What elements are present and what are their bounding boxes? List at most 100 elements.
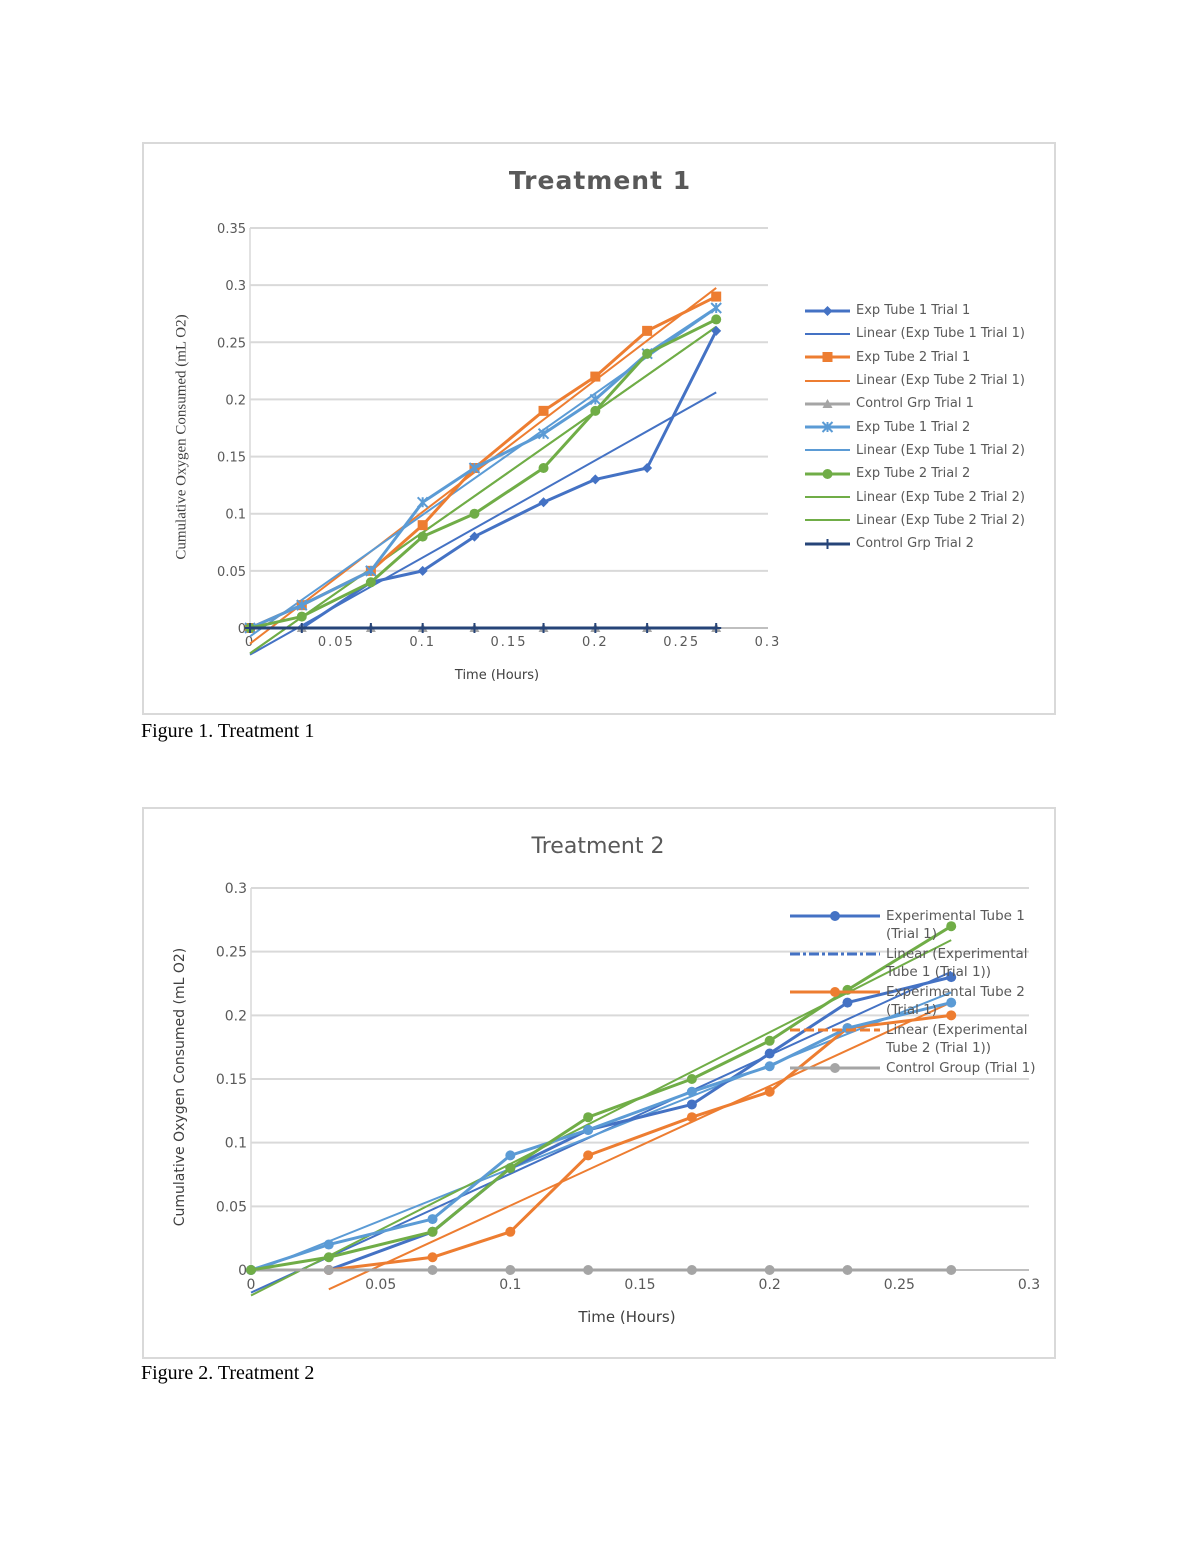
- series-5: [246, 921, 957, 1275]
- legend-swatch: [805, 332, 850, 335]
- x-tick-label: 0.05: [318, 635, 355, 650]
- data-point: [323, 1239, 334, 1250]
- data-point: [416, 496, 429, 508]
- data-point: [417, 623, 428, 633]
- data-point: [946, 921, 957, 932]
- series-6: [245, 623, 722, 633]
- legend-label: Exp Tube 1 Trial 2: [856, 419, 971, 435]
- chart-1-x-axis-label: Time (Hours): [454, 668, 540, 683]
- data-point: [589, 393, 602, 406]
- chart-treatment-1: [142, 142, 1056, 715]
- data-point: [642, 325, 653, 336]
- data-point: [505, 1265, 516, 1275]
- legend-item: Exp Tube 2 Trial 1: [805, 346, 1025, 369]
- y-tick-label: 0.15: [216, 1072, 247, 1088]
- data-point: [296, 623, 307, 633]
- y-tick-label: 0: [238, 622, 246, 637]
- x-tick-label: 0.1: [499, 1277, 521, 1293]
- legend-item: Linear (Experimental Tube 1 (Trial 1)): [790, 945, 1036, 981]
- legend-label: Exp Tube 2 Trial 1: [856, 349, 971, 365]
- legend-item: Linear (Exp Tube 1 Trial 1): [805, 322, 1025, 345]
- trendline: [249, 326, 717, 655]
- data-point: [711, 291, 722, 302]
- series-4: [246, 997, 957, 1275]
- legend-marker-icon: [821, 421, 834, 433]
- chart-1-title: Treatment 1: [508, 166, 692, 195]
- data-point: [246, 1265, 256, 1275]
- x-tick-label: 0: [245, 635, 255, 650]
- legend-marker-icon: [822, 398, 833, 408]
- data-point: [764, 1086, 775, 1097]
- data-point: [946, 972, 957, 983]
- legend-item: Exp Tube 2 Trial 2: [805, 462, 1025, 485]
- legend-swatch: [805, 398, 850, 408]
- trendline: [249, 287, 717, 645]
- data-point: [427, 1252, 438, 1263]
- chart-2-legend: Experimental Tube 1 (Trial 1) Linear (Exp…: [790, 907, 1036, 1079]
- legend-swatch: [805, 421, 850, 433]
- data-point: [642, 623, 653, 633]
- legend-item: Exp Tube 1 Trial 1: [805, 299, 1025, 322]
- legend-swatch: [805, 519, 850, 522]
- data-point: [323, 1252, 334, 1263]
- series-5: [245, 314, 722, 633]
- data-point: [642, 463, 653, 473]
- chart-2-x-axis-label: Time (Hours): [578, 1308, 676, 1326]
- legend-item: Linear (Exp Tube 1 Trial 2): [805, 439, 1025, 462]
- x-tick-label: 0.25: [884, 1277, 915, 1293]
- data-point: [296, 611, 307, 622]
- data-point: [537, 428, 550, 440]
- data-point: [583, 1124, 594, 1135]
- legend-label: Control Grp Trial 2: [856, 536, 974, 552]
- data-point: [417, 520, 428, 531]
- data-point: [538, 405, 549, 416]
- data-point: [686, 1112, 697, 1123]
- data-point: [365, 623, 376, 633]
- series-line: [328, 1013, 952, 1272]
- legend-label: Experimental Tube 1 (Trial 1): [886, 908, 1025, 942]
- x-tick-label: 0.15: [491, 635, 528, 650]
- legend-swatch: [790, 952, 880, 956]
- data-point: [842, 997, 853, 1008]
- y-tick-label: 0.25: [217, 336, 246, 351]
- legend-marker-icon: [830, 1063, 840, 1073]
- legend-swatch: [790, 911, 880, 921]
- legend-marker-icon: [822, 538, 833, 549]
- legend-item: Control Grp Trial 1: [805, 392, 1025, 415]
- legend-label: Linear (Exp Tube 2 Trial 2): [856, 512, 1025, 528]
- data-point: [711, 623, 722, 633]
- legend-label: Experimental Tube 2 (Trial 1): [886, 984, 1025, 1018]
- y-tick-label: 0.3: [225, 881, 247, 897]
- data-point: [842, 1265, 853, 1275]
- trendline: [328, 1001, 952, 1291]
- data-point: [538, 463, 549, 473]
- data-point: [417, 531, 428, 542]
- y-tick-label: 0.1: [225, 1136, 247, 1152]
- x-tick-label: 0.05: [365, 1277, 396, 1293]
- legend-swatch: [805, 305, 850, 316]
- legend-item: Linear (Experimental Tube 2 (Trial 1)): [790, 1021, 1036, 1057]
- data-point: [946, 1265, 957, 1275]
- legend-swatch: [805, 496, 850, 499]
- legend-item: Exp Tube 1 Trial 2: [805, 415, 1025, 438]
- data-point: [686, 1086, 697, 1097]
- legend-item: Control Grp Trial 2: [805, 532, 1025, 555]
- data-point: [686, 1099, 697, 1110]
- data-point: [505, 1163, 516, 1174]
- data-point: [590, 623, 601, 633]
- legend-label: Linear (Experimental Tube 1 (Trial 1)): [886, 946, 1028, 980]
- x-tick-label: 0: [247, 1277, 256, 1293]
- y-tick-label: 0.05: [217, 565, 246, 580]
- legend-label: Control Group (Trial 1): [886, 1060, 1036, 1076]
- chart-2-y-axis-label: Cumulative Oxygen Consumed (mL O2): [172, 947, 188, 1227]
- data-point: [946, 997, 957, 1008]
- legend-label: Linear (Experimental Tube 2 (Trial 1)): [886, 1022, 1028, 1056]
- data-point: [711, 325, 722, 336]
- data-point: [296, 599, 308, 611]
- data-point: [417, 565, 428, 576]
- data-point: [710, 302, 722, 314]
- legend-swatch: [805, 379, 850, 382]
- y-tick-label: 0.25: [216, 945, 247, 961]
- legend-marker-icon: [822, 305, 833, 316]
